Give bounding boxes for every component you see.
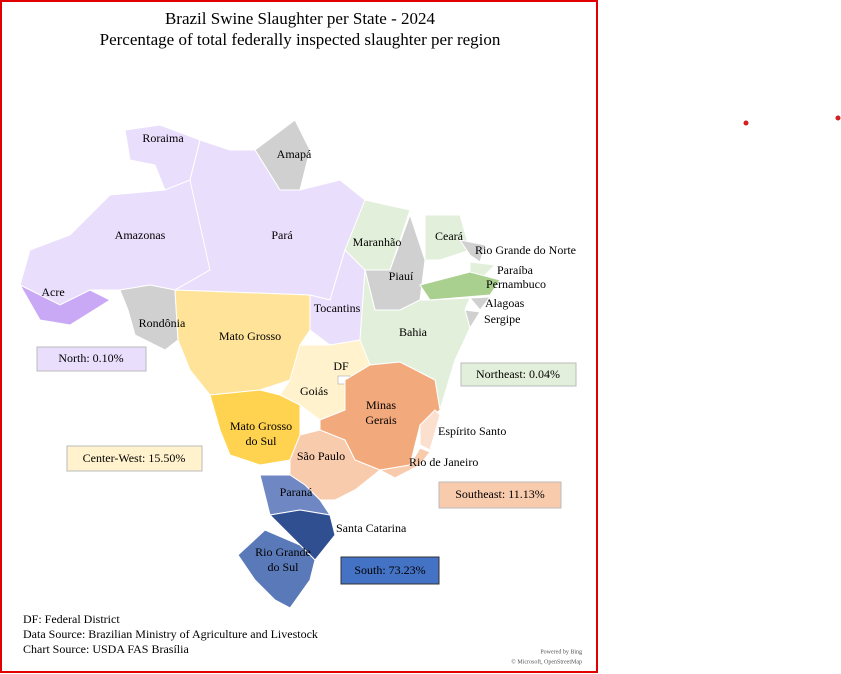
- state-label: Bahia: [399, 325, 428, 339]
- state: [289, 429, 381, 501]
- label-line: do Sul: [267, 560, 299, 574]
- state: [424, 214, 471, 261]
- state-label: Rio Grande do Norte: [475, 243, 576, 257]
- state: [237, 529, 316, 609]
- region-label: Center-West: 15.50%: [83, 451, 186, 465]
- state-label: Paraíba: [497, 263, 534, 277]
- state-label: Santa Catarina: [336, 521, 407, 535]
- state: [174, 289, 311, 396]
- state-label: Mato Grosso: [219, 329, 281, 343]
- region-box: [36, 346, 147, 372]
- marker-dot: [743, 120, 749, 126]
- attribution: © Microsoft, OpenStreetMap: [511, 658, 582, 665]
- label-line: Rio Grande: [255, 545, 311, 559]
- region-box: [66, 445, 203, 472]
- state-label: Paraná: [280, 485, 313, 499]
- state-label: São Paulo: [297, 449, 345, 463]
- region-boxes: North: 0.10% Northeast: 0.04% Center-Wes…: [36, 346, 577, 585]
- states: [18, 119, 501, 609]
- state-label: Goiás: [300, 384, 328, 398]
- state: [344, 199, 411, 271]
- state-labels: Roraima Amapá Amazonas Pará Acre Rondôni…: [41, 131, 576, 574]
- state: [18, 283, 112, 326]
- state-label: Maranhão: [353, 235, 402, 249]
- state-label: Alagoas: [485, 296, 525, 310]
- region-box: [438, 481, 562, 509]
- state: [458, 239, 486, 263]
- region-label: South: 73.23%: [354, 563, 425, 577]
- label-line: Minas: [366, 398, 396, 412]
- state-label: Amazonas: [115, 228, 166, 242]
- region-label: Southeast: 11.13%: [455, 487, 545, 501]
- note: Data Source: Brazilian Ministry of Agric…: [23, 627, 318, 641]
- state-label: Rondônia: [139, 316, 186, 330]
- state-label: Acre: [41, 285, 64, 299]
- state: [378, 447, 431, 479]
- state-label: Rio de Janeiro: [409, 455, 478, 469]
- state-label: Minas Gerais: [365, 398, 397, 427]
- region-box: [460, 362, 577, 387]
- state: [468, 296, 492, 311]
- note: DF: Federal District: [23, 612, 120, 626]
- state-label: Sergipe: [484, 312, 520, 326]
- subtitle: Percentage of total federally inspected …: [100, 30, 501, 49]
- state: [119, 284, 179, 351]
- state-label: Amapá: [277, 147, 312, 161]
- state-label: Rio Grande do Sul: [255, 545, 311, 574]
- label-line: Gerais: [365, 413, 397, 427]
- state-label: Piauí: [389, 269, 414, 283]
- state-label: DF: [333, 359, 349, 373]
- state-label: Ceará: [435, 229, 464, 243]
- note: Chart Source: USDA FAS Brasília: [23, 642, 189, 656]
- attribution: Powered by Bing: [540, 649, 582, 655]
- state: [419, 271, 501, 301]
- state-label: Mato Grosso do Sul: [230, 419, 292, 448]
- title: Brazil Swine Slaughter per State - 2024: [165, 9, 436, 28]
- region-label: North: 0.10%: [58, 351, 123, 365]
- label-line: Mato Grosso: [230, 419, 292, 433]
- state: [419, 409, 441, 451]
- state-label: Espírito Santo: [438, 424, 506, 438]
- region-box: [340, 556, 440, 585]
- label-line: do Sul: [245, 434, 277, 448]
- region-label: Northeast: 0.04%: [476, 367, 560, 381]
- state-label: Tocantins: [314, 301, 361, 315]
- state-label: Roraima: [142, 131, 184, 145]
- marker-dot: [835, 115, 841, 121]
- state-label: Pernambuco: [486, 277, 546, 291]
- state-label: Pará: [271, 228, 293, 242]
